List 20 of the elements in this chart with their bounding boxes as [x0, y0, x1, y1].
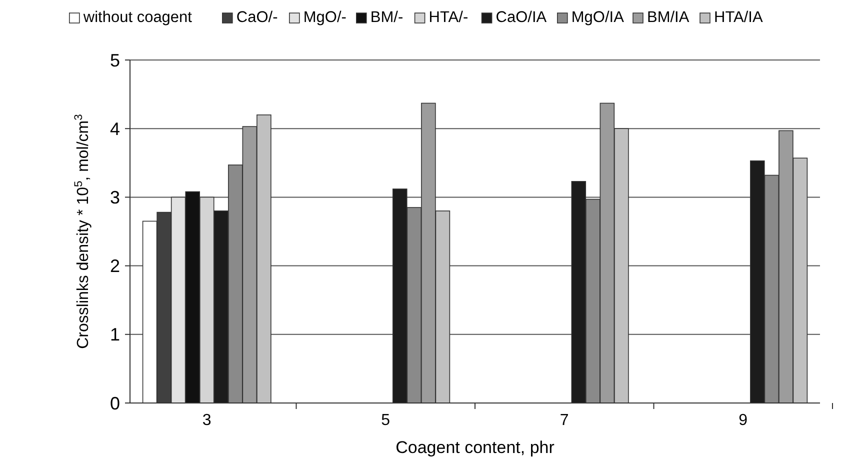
legend-label: BM/IA	[647, 9, 690, 26]
x-tick-label: 3	[202, 412, 212, 429]
legend-label: CaO/IA	[496, 9, 548, 26]
x-tick-label: 7	[560, 412, 569, 429]
legend-label: MgO/-	[303, 9, 346, 26]
y-tick-label: 3	[110, 188, 120, 208]
x-tick-label: 5	[381, 412, 390, 429]
legend-label: CaO/-	[236, 9, 278, 26]
legend-label: HTA/-	[428, 9, 468, 26]
legend-label: HTA/IA	[714, 9, 764, 26]
y-tick-label: 1	[110, 324, 120, 345]
x-tick-label: 9	[738, 412, 748, 429]
y-tick-label: 4	[110, 118, 120, 139]
y-tick-label: 2	[110, 256, 120, 276]
y-tick-label: 0	[110, 393, 120, 414]
legend-label: without coagent	[82, 9, 193, 26]
x-axis-title: Coagent content, phr	[396, 438, 555, 457]
legend-label: BM/-	[370, 9, 404, 26]
legend-label: MgO/IA	[571, 9, 625, 26]
y-tick-label: 5	[110, 50, 120, 70]
